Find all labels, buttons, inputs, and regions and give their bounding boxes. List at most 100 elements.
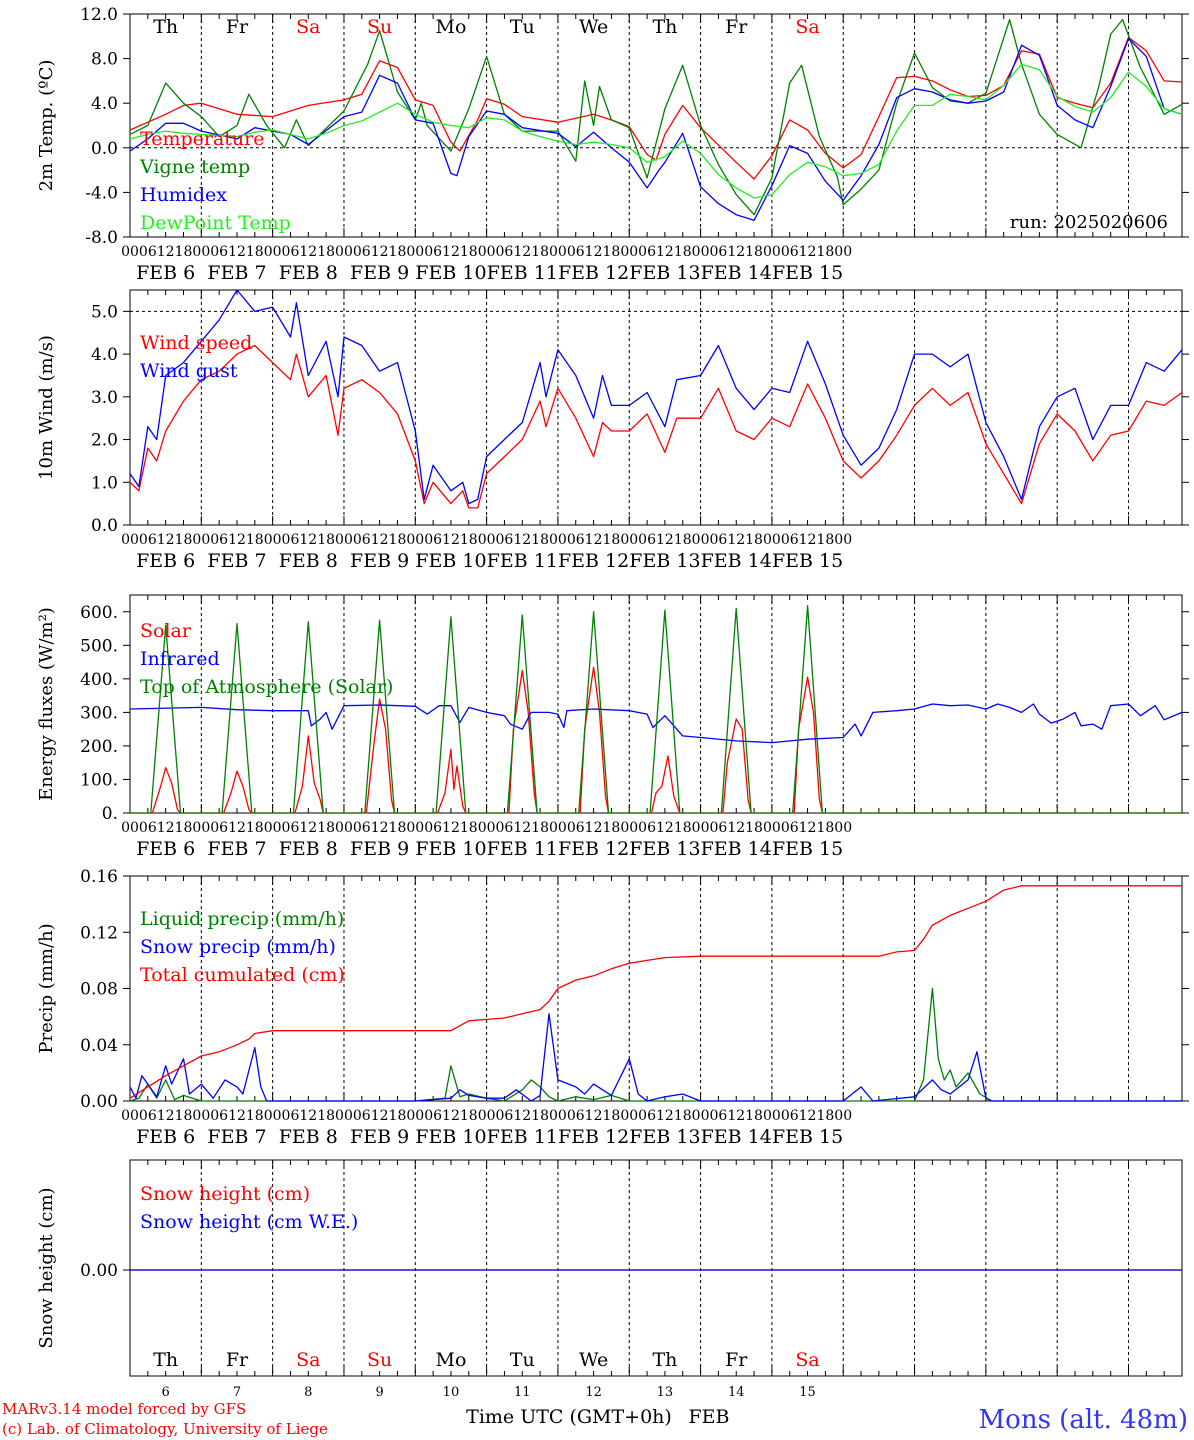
x-hour-label: 00 xyxy=(335,820,353,836)
x-hour-label: 18 xyxy=(389,532,407,548)
weekday-label: Th xyxy=(652,16,677,38)
x-hour-label: 12 xyxy=(442,820,460,836)
x-date-label: FEB 6 xyxy=(136,262,195,284)
y-tick-label: 500. xyxy=(80,636,118,656)
x-hour-label: 12 xyxy=(656,1108,674,1124)
x-hour-label: 00 xyxy=(192,532,210,548)
x-hour-label: 18 xyxy=(317,820,335,836)
x-hour-label: 06 xyxy=(282,532,300,548)
x-hour-label: 06 xyxy=(210,532,228,548)
x-hour-label: 18 xyxy=(460,820,478,836)
x-hour-label: 06 xyxy=(638,1108,656,1124)
x-hour-label: 12 xyxy=(157,244,175,260)
x-date-label: 14 xyxy=(728,1385,745,1400)
legend-entry: Snow precip (mm/h) xyxy=(140,936,336,958)
x-hour-label: 00 xyxy=(192,244,210,260)
x-hour-label: 12 xyxy=(656,820,674,836)
x-hour-label: 00 xyxy=(692,820,710,836)
series-line-total-cumulated-cm xyxy=(129,885,1182,1099)
x-hour-label: 00 xyxy=(406,244,424,260)
x-date-label: FEB 11 xyxy=(487,262,558,284)
x-date-label: 6 xyxy=(162,1385,170,1400)
x-hour-label: 00 xyxy=(478,820,496,836)
weekday-label: Sa xyxy=(296,1349,320,1371)
x-hour-label: 12 xyxy=(585,244,603,260)
x-date-label: 12 xyxy=(585,1385,602,1400)
x-date-label: 15 xyxy=(799,1385,816,1400)
x-hour-label: 12 xyxy=(799,1108,817,1124)
x-date-label: FEB 11 xyxy=(487,1126,558,1148)
x-hour-label: 00 xyxy=(478,244,496,260)
x-date-label: FEB 10 xyxy=(415,1126,486,1148)
panel-energy: 0. 100. 200. 300. 400. 500. 600. Energy fluxes … xyxy=(36,594,1189,860)
weekday-label: Sa xyxy=(296,16,320,38)
x-hour-label: 00 xyxy=(264,532,282,548)
x-hour-label: 06 xyxy=(139,244,157,260)
x-hour-label: 18 xyxy=(816,532,834,548)
x-hour-label: 18 xyxy=(531,532,549,548)
x-hour-label: 00 xyxy=(834,532,852,548)
x-hour-label: 06 xyxy=(709,820,727,836)
x-hour-label: 12 xyxy=(585,532,603,548)
x-hour-label: 12 xyxy=(371,820,389,836)
x-hour-label: 06 xyxy=(282,820,300,836)
x-hour-label: 12 xyxy=(727,532,745,548)
weekday-label: Sa xyxy=(795,1349,819,1371)
footer-model: MARv3.14 model forced by GFS xyxy=(2,1400,246,1418)
x-hour-label: 18 xyxy=(175,1108,193,1124)
x-hour-label: 18 xyxy=(816,1108,834,1124)
x-hour-label: 12 xyxy=(513,532,531,548)
x-hour-label: 06 xyxy=(496,1108,514,1124)
x-hour-label: 00 xyxy=(549,244,567,260)
x-hour-label: 00 xyxy=(620,532,638,548)
legend-entry: Snow height (cm W.E.) xyxy=(140,1211,358,1233)
x-hour-label: 06 xyxy=(496,244,514,260)
x-hour-label: 06 xyxy=(210,244,228,260)
x-hour-label: 00 xyxy=(763,1108,781,1124)
x-date-label: FEB 8 xyxy=(279,1126,338,1148)
x-hour-label: 00 xyxy=(549,820,567,836)
x-hour-label: 00 xyxy=(549,532,567,548)
x-date-label: 8 xyxy=(304,1385,312,1400)
panel-snow: 0.00 Snow height (cm) Th Fr Sa Su Mo Tu We Th Fr Sa… xyxy=(36,1159,1183,1400)
plot-frame xyxy=(129,594,1183,814)
y-tick-label: 400. xyxy=(80,670,118,690)
x-hour-label: 12 xyxy=(513,244,531,260)
x-hour-label: 00 xyxy=(264,820,282,836)
x-hour-label: 12 xyxy=(727,244,745,260)
y-tick-label: 200. xyxy=(80,737,118,757)
x-hour-label: 00 xyxy=(763,820,781,836)
x-hour-label: 06 xyxy=(353,532,371,548)
x-hour-label: 12 xyxy=(727,820,745,836)
x-hour-label: 00 xyxy=(406,532,424,548)
x-hour-label: 06 xyxy=(353,820,371,836)
x-hour-label: 12 xyxy=(371,244,389,260)
x-hour-label: 12 xyxy=(228,532,246,548)
y-axis-label: 2m Temp. (ºC) xyxy=(36,60,57,192)
x-hour-label: 12 xyxy=(585,820,603,836)
x-hour-label: 18 xyxy=(745,244,763,260)
x-hour-label: 00 xyxy=(763,244,781,260)
series-line-liquid-precip-mm-h xyxy=(129,987,1182,1102)
x-date-label: 7 xyxy=(233,1385,241,1400)
x-hour-label: 18 xyxy=(246,244,264,260)
weekday-label: Th xyxy=(153,16,178,38)
x-hour-label: 18 xyxy=(317,532,335,548)
series-line-top-of-atmosphere-solar xyxy=(130,605,1182,814)
legend-entry: DewPoint Temp xyxy=(140,212,291,234)
x-date-label: FEB 7 xyxy=(207,550,266,572)
x-date-label: FEB 11 xyxy=(487,838,558,860)
x-date-label: FEB 8 xyxy=(279,838,338,860)
weekday-label: Su xyxy=(367,16,392,38)
x-hour-label: 06 xyxy=(496,820,514,836)
x-hour-label: 18 xyxy=(246,532,264,548)
y-tick-label: -4.0 xyxy=(85,183,118,203)
x-hour-label: 06 xyxy=(781,244,799,260)
x-date-label: FEB 12 xyxy=(558,262,629,284)
x-hour-label: 00 xyxy=(692,532,710,548)
x-hour-label: 06 xyxy=(210,820,228,836)
weekday-label: We xyxy=(579,1349,608,1371)
y-tick-label: 4.0 xyxy=(91,345,118,365)
x-hour-label: 12 xyxy=(799,820,817,836)
